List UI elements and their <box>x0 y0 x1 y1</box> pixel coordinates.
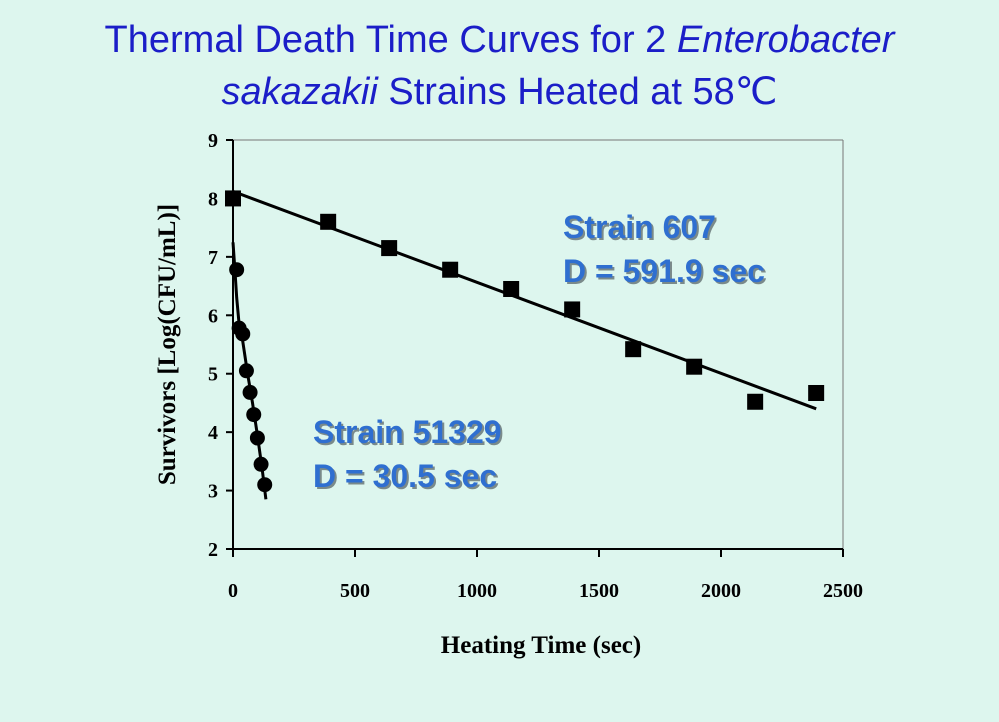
x-tick-label: 1000 <box>457 580 497 602</box>
y-tick-label: 9 <box>208 130 218 152</box>
data-point-square <box>564 301 581 318</box>
fit-line-strain-51329 <box>231 242 268 500</box>
x-tick-label: 2000 <box>701 580 741 602</box>
x-tick-label: 500 <box>340 580 370 602</box>
title-line2-suffix: Strains Heated at 58℃ <box>377 71 778 113</box>
data-point-circle <box>235 326 251 342</box>
y-axis-label: Survivors [Log(CFU/mL)] <box>154 204 181 485</box>
x-tick-label: 0 <box>228 580 238 602</box>
x-tick-label: 2500 <box>823 580 863 602</box>
data-point-circle <box>242 384 258 400</box>
data-point-circle <box>257 477 273 493</box>
data-point-square <box>503 280 520 297</box>
data-point-circle <box>225 190 241 206</box>
chart-title-line2: sakazakii Strains Heated at 58℃ <box>0 66 999 118</box>
annotation-shadow: D = 30.5 sec <box>315 460 499 496</box>
data-point-square <box>747 393 764 410</box>
data-markers <box>225 190 825 493</box>
annotation-text: D = 30.5 sec <box>313 458 497 494</box>
annotation-shadow: Strain 51329 <box>315 416 504 452</box>
chart-title: Thermal Death Time Curves for 2 Enteroba… <box>0 14 999 118</box>
y-tick-label: 4 <box>208 422 218 444</box>
y-tick-label: 3 <box>208 481 218 503</box>
data-point-square <box>320 213 337 230</box>
data-point-circle <box>229 262 245 278</box>
annotation-shadow: D = 591.9 sec <box>565 255 767 291</box>
x-axis-label: Heating Time (sec) <box>441 632 641 659</box>
y-tick-label: 7 <box>208 247 218 269</box>
data-point-square <box>808 384 825 401</box>
data-point-square <box>625 341 642 358</box>
title-line2-italic: sakazakii <box>221 71 378 113</box>
data-point-square <box>381 240 398 257</box>
x-tick-label: 1500 <box>579 580 619 602</box>
annotation-text: Strain 607 <box>563 209 716 245</box>
axes: 0 500 1000 1500 2000 2500 2 3 4 5 6 7 8 9 Heating Time… <box>154 130 863 659</box>
y-tick-label: 5 <box>208 364 218 386</box>
data-point-circle <box>249 430 265 446</box>
y-tick-label: 6 <box>208 305 218 327</box>
annotation-text: D = 591.9 sec <box>563 253 765 289</box>
y-tick-label: 8 <box>208 188 218 210</box>
data-point-circle <box>253 456 269 472</box>
title-line1-italic: Enterobacter <box>676 19 895 61</box>
annotation-shadow: Strain 607 <box>565 211 718 247</box>
fit-lines <box>231 189 817 500</box>
y-tick-label: 2 <box>208 539 218 561</box>
data-point-circle <box>238 363 254 379</box>
data-point-square <box>442 261 459 278</box>
data-point-square <box>686 358 703 375</box>
data-point-circle <box>246 407 262 423</box>
annotation-text: Strain 51329 <box>313 414 502 450</box>
title-line1-prefix: Thermal Death Time Curves for 2 <box>104 19 677 61</box>
chart-title-line1: Thermal Death Time Curves for 2 Enteroba… <box>0 14 999 66</box>
